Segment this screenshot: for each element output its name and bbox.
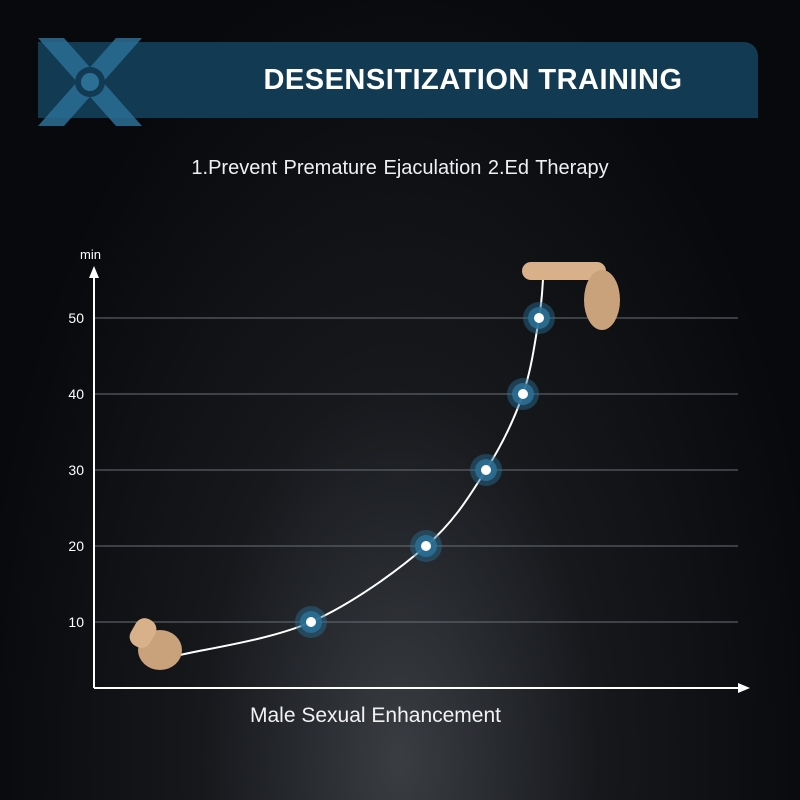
y-tick-label: 50 [68, 310, 84, 326]
end-product-illustration [522, 262, 620, 330]
brand-logo [38, 38, 142, 126]
y-tick-label: 40 [68, 386, 84, 402]
page-title: DESENSITIZATION TRAINING [263, 64, 683, 96]
data-point [410, 530, 442, 562]
y-tick-label: 10 [68, 614, 84, 630]
data-point [470, 454, 502, 486]
y-tick-label: 30 [68, 462, 84, 478]
data-point [523, 302, 555, 334]
y-axis-arrow [89, 266, 99, 278]
data-point [507, 378, 539, 410]
y-tick-label: 20 [68, 538, 84, 554]
title-banner: DESENSITIZATION TRAINING [38, 42, 758, 118]
y-axis-label: min [80, 247, 101, 262]
subtitle: 1.Prevent Premature Ejaculation 2.Ed The… [191, 157, 609, 179]
start-product-illustration [129, 618, 182, 670]
x-axis-label: Male Sexual Enhancement [250, 704, 501, 727]
x-axis-arrow [738, 683, 750, 693]
data-point [295, 606, 327, 638]
